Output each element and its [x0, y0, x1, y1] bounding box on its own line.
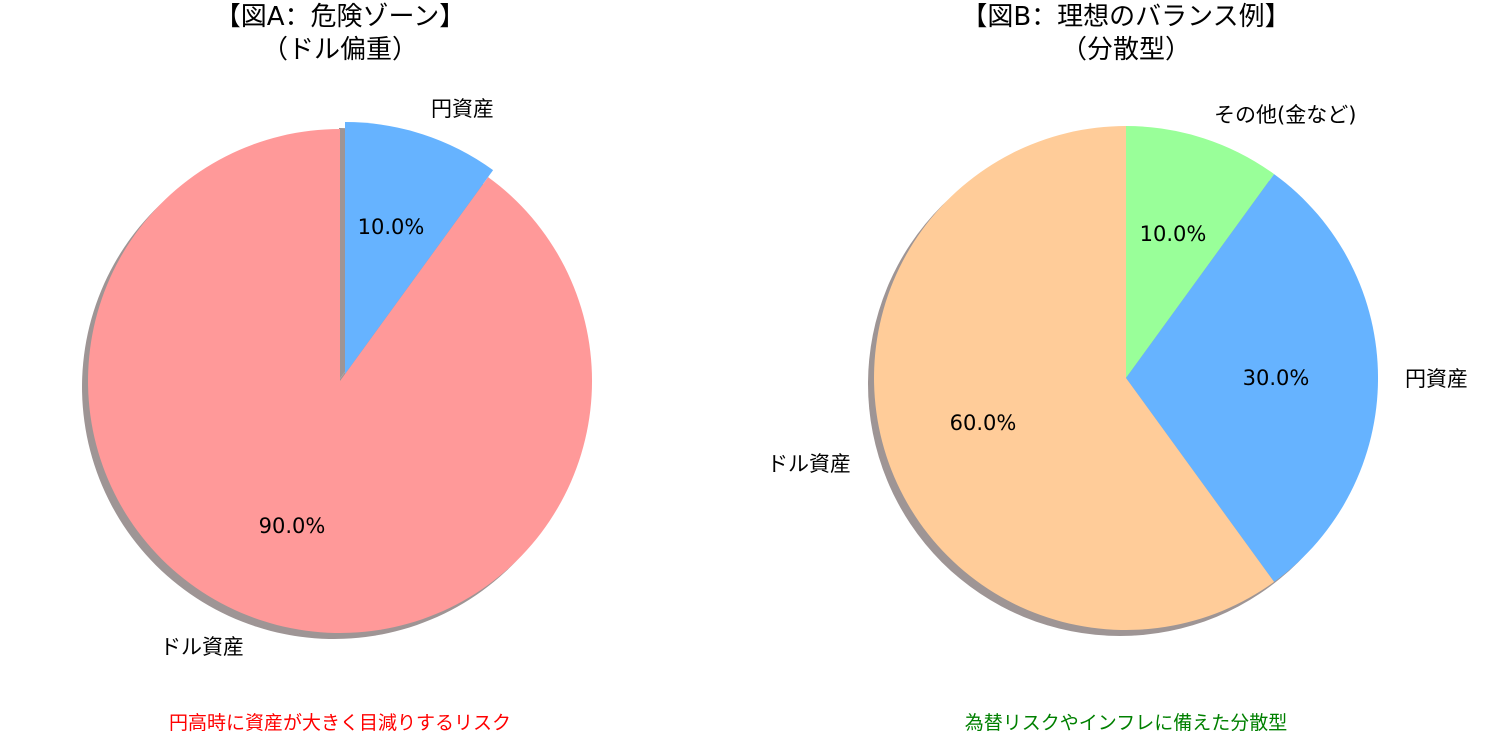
chart-b-label-dollar: ドル資産: [767, 452, 851, 476]
chart-b-title-line1: 【図B：理想のバランス例】: [961, 2, 1291, 32]
chart-b-pct-yen: 30.0%: [1242, 366, 1310, 390]
chart-a-slice-yen: [345, 122, 494, 374]
chart-a-label-yen: 円資産: [431, 97, 494, 121]
chart-b-slice-dollar: [874, 126, 1275, 630]
chart-a-title-line2: （ドル偏重）: [261, 35, 418, 65]
chart-b-label-other: その他(金など): [1214, 103, 1357, 127]
chart-a-pct-yen: 10.0%: [357, 215, 425, 239]
chart-b-slice-yen: [1126, 174, 1379, 582]
chart-a-title-line1: 【図A：危険ゾーン】: [214, 2, 466, 32]
chart-a-pie: [82, 122, 593, 639]
chart-b-title-line2: （分散型）: [1060, 35, 1191, 65]
chart-b-pct-other: 10.0%: [1139, 222, 1207, 246]
chart-b-slice-other: [1126, 126, 1275, 378]
chart-a-caption: 円高時に資産が大きく目減りするリスク: [168, 712, 511, 734]
chart-a-label-dollar: ドル資産: [160, 635, 244, 659]
chart-a-slice-dollar: [88, 129, 593, 633]
chart-a-pct-dollar: 90.0%: [258, 514, 326, 538]
chart-b-label-yen: 円資産: [1405, 367, 1468, 391]
chart-b-caption: 為替リスクやインフレに備えた分散型: [964, 712, 1288, 734]
chart-b-pct-dollar: 60.0%: [949, 411, 1017, 435]
